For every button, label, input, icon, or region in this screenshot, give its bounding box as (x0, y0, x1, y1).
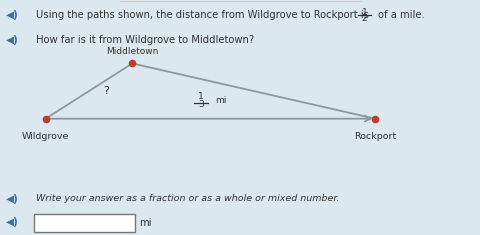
Text: mi: mi (215, 96, 226, 105)
Text: Using the paths shown, the distance from Wildgrove to Rockport is: Using the paths shown, the distance from… (36, 10, 368, 20)
Text: 3: 3 (198, 100, 203, 109)
Text: ◀): ◀) (6, 217, 19, 227)
Text: ◀): ◀) (6, 35, 19, 45)
Text: 1: 1 (361, 8, 367, 17)
Text: of a mile.: of a mile. (377, 10, 424, 20)
Text: How far is it from Wildgrove to Middletown?: How far is it from Wildgrove to Middleto… (36, 35, 253, 45)
Text: 1: 1 (198, 92, 203, 101)
Text: Middletown: Middletown (106, 47, 158, 56)
FancyBboxPatch shape (34, 214, 134, 232)
Text: ◀): ◀) (6, 10, 19, 20)
Text: Wildgrove: Wildgrove (22, 132, 69, 141)
Text: ?: ? (103, 86, 108, 96)
Text: 2: 2 (361, 14, 367, 23)
Text: Rockport: Rockport (353, 132, 396, 141)
Text: mi: mi (139, 218, 152, 228)
Text: ◀): ◀) (6, 194, 19, 204)
Text: Write your answer as a fraction or as a whole or mixed number.: Write your answer as a fraction or as a … (36, 194, 339, 203)
